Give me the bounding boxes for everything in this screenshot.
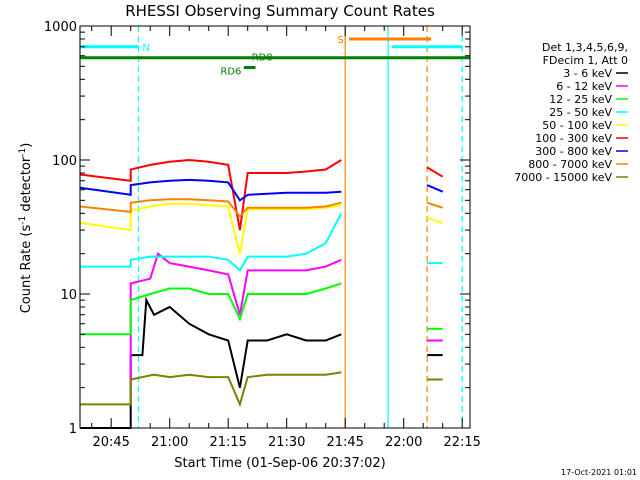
x-tick-label-3: 21:30 <box>268 435 305 450</box>
legend-label-2: 12 - 25 keV <box>549 93 612 106</box>
x-tick-label-1: 21:00 <box>151 435 188 450</box>
y-tick-label-1: 10 <box>60 288 77 303</box>
series-line-3 <box>80 212 343 272</box>
x-tick-label-6: 22:15 <box>443 435 480 450</box>
legend-label-4: 50 - 100 keV <box>542 119 612 132</box>
annotation-label-3: RD8 <box>252 53 273 64</box>
series-line-5-b <box>426 166 444 178</box>
legend-label-8: 7000 - 15000 keV <box>514 171 612 184</box>
timestamp: 17-Oct-2021 01:01 <box>561 468 637 477</box>
annotation-label-1: S <box>337 35 343 46</box>
y-axis-label: Count Rate (s-1 detector-1) <box>18 143 34 314</box>
y-tick-label-0: 1 <box>69 422 77 437</box>
series-line-7 <box>79 198 342 218</box>
chart-title: RHESSI Observing Summary Count Rates <box>125 2 435 20</box>
annotation-label-4: RD6 <box>220 67 241 78</box>
x-tick-label-4: 21:45 <box>326 435 363 450</box>
series-line-4-b <box>426 216 443 224</box>
mode-marker-lines <box>79 26 463 428</box>
series-line-4 <box>79 202 342 254</box>
legend-label-0: 3 - 6 keV <box>563 67 612 80</box>
x-axis-ticks: 20:45 21:00 21:15 21:30 21:45 22:00 22:15 <box>91 26 481 450</box>
legend-label-3: 25 - 50 keV <box>549 106 612 119</box>
legend-label-7: 800 - 7000 keV <box>528 158 612 171</box>
x-tick-label-5: 22:00 <box>385 435 422 450</box>
annotation-label-0: N <box>142 43 149 54</box>
series-line-8 <box>80 371 342 408</box>
x-tick-label-2: 21:15 <box>209 435 246 450</box>
legend-label-1: 6 - 12 keV <box>556 80 612 93</box>
x-tick-label-0: 20:45 <box>92 435 129 450</box>
legend: Det 1,3,4,5,6,9,FDecim 1, Att 03 - 6 keV… <box>514 41 628 184</box>
y-tick-label-2: 100 <box>52 154 77 169</box>
series-line-5 <box>79 158 342 231</box>
series-line-2 <box>80 282 342 336</box>
x-axis-label: Start Time (01-Sep-06 20:37:02) <box>174 456 385 471</box>
series-line-7-b <box>426 201 444 209</box>
legend-header-0: Det 1,3,4,5,6,9, <box>542 41 628 54</box>
series-line-1 <box>129 252 342 388</box>
series-lines <box>79 158 444 429</box>
plot-frame <box>79 25 471 429</box>
legend-label-6: 300 - 800 keV <box>535 145 612 158</box>
y-axis-ticks: 1 10 100 1000 <box>44 20 470 437</box>
series-line-6-b <box>426 184 444 193</box>
series-line-6 <box>79 178 342 202</box>
mode-annotations: N S RD8 RD6 <box>80 35 470 78</box>
series-line-0 <box>80 296 342 429</box>
y-tick-label-3: 1000 <box>44 20 77 35</box>
legend-header-1: FDecim 1, Att 0 <box>543 54 628 67</box>
legend-label-5: 100 - 300 keV <box>535 132 612 145</box>
